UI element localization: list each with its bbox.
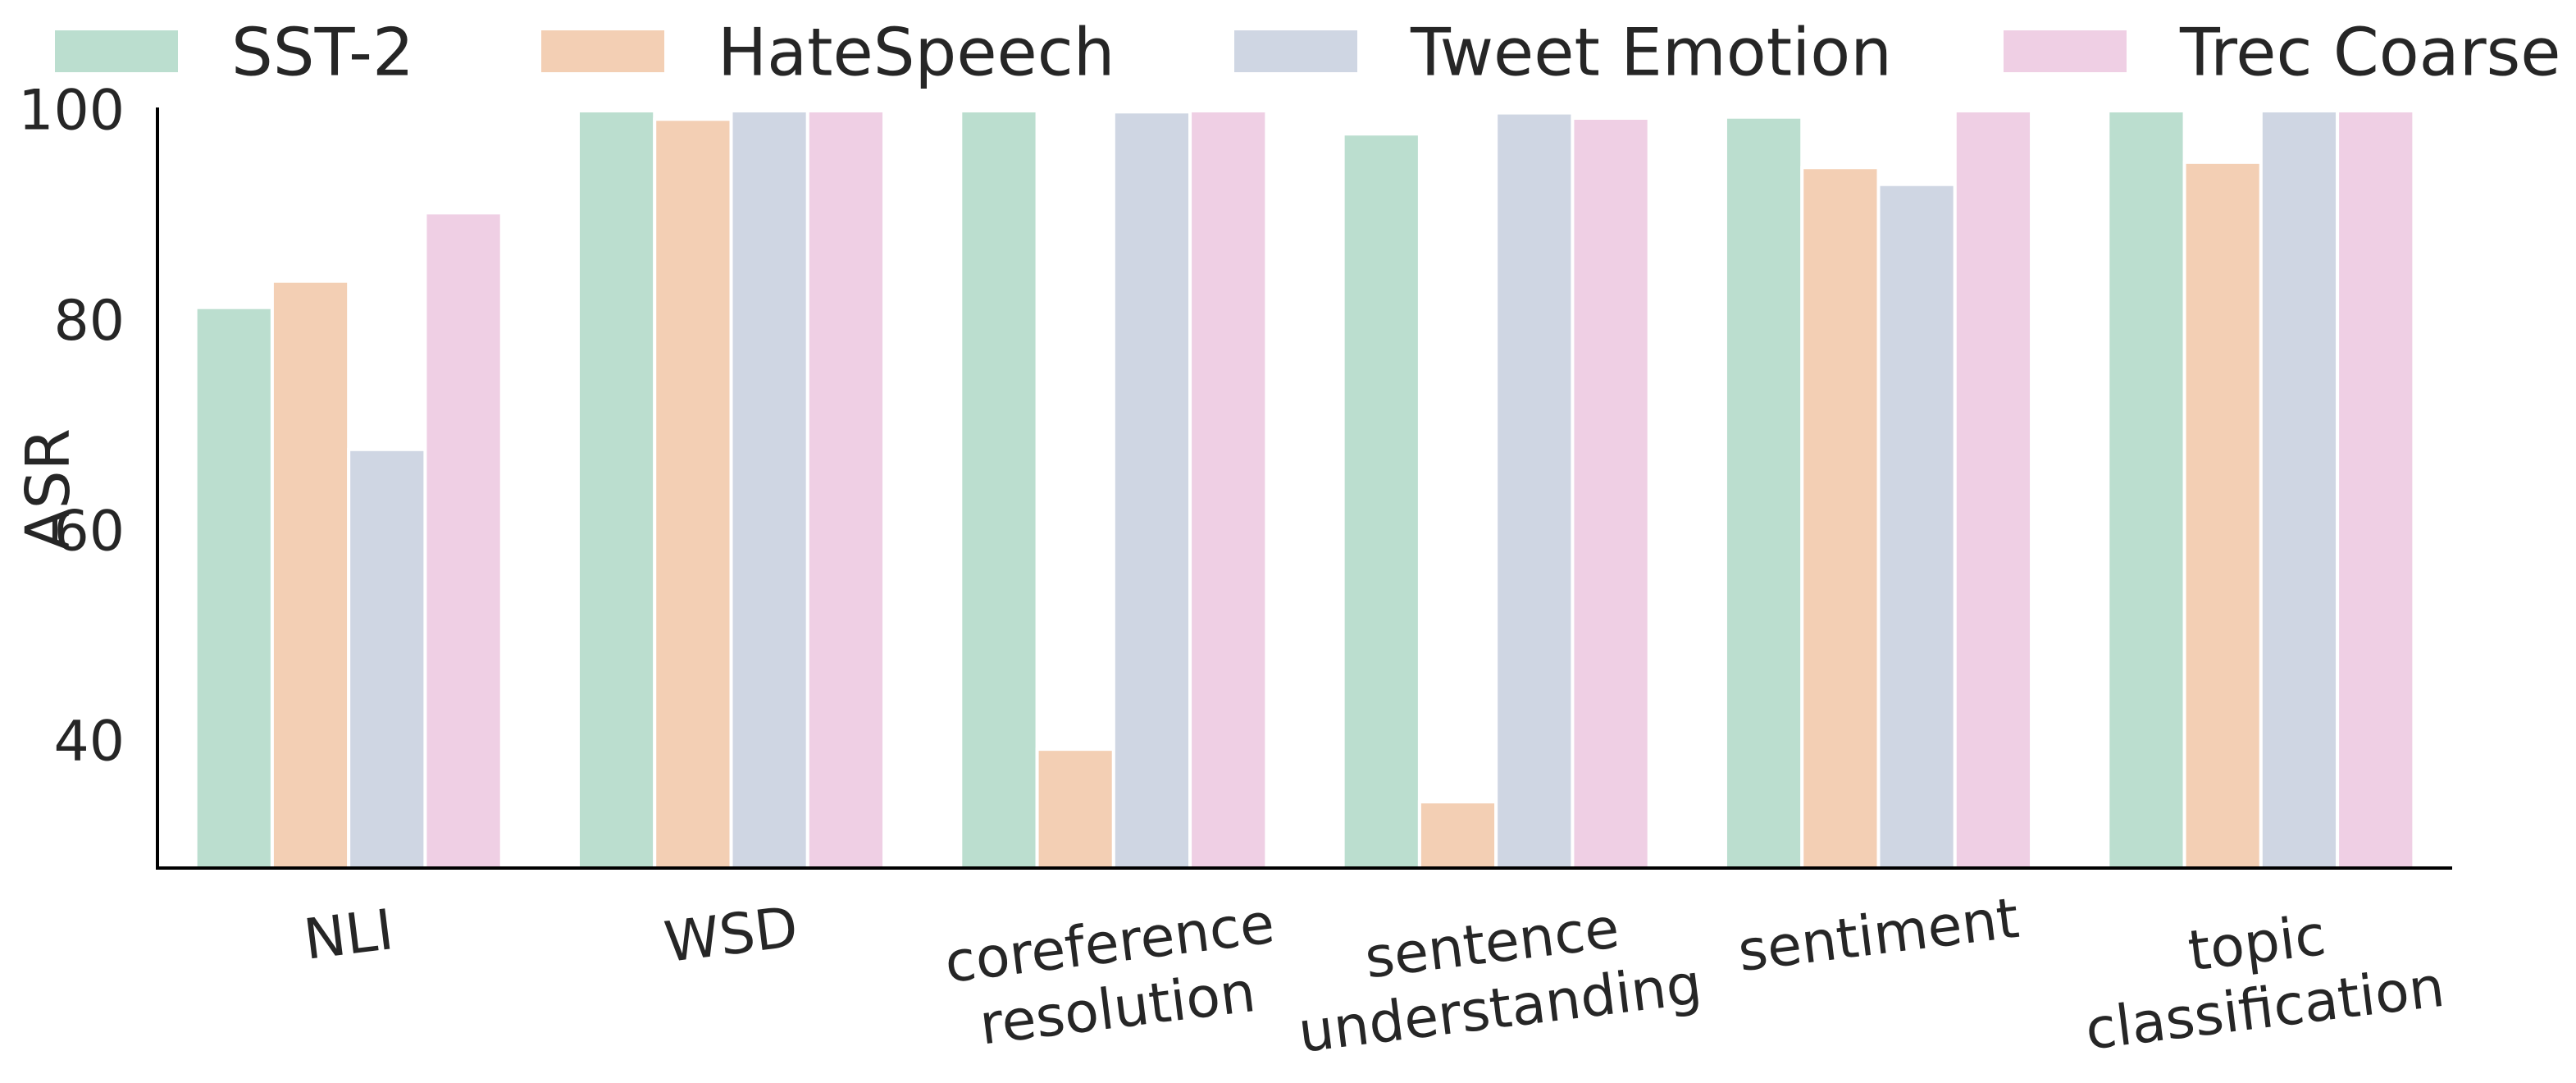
legend: SST-2 HateSpeech Tweet Emotion Trec Coarse: [55, 15, 2561, 91]
bar-sst-2-4: [1723, 115, 1804, 871]
bar-trec-coarse-4: [1953, 109, 2034, 870]
bar-trec-coarse-3: [1571, 116, 1651, 870]
bar-sst-2-5: [2106, 109, 2186, 870]
legend-item: SST-2: [55, 15, 414, 91]
bar-hatespeech-4: [1800, 166, 1881, 871]
bar-trec-coarse-1: [805, 109, 887, 870]
bar-tweet-emotion-1: [729, 109, 809, 870]
y-tick-label: 80: [53, 289, 125, 354]
y-tick-label: 100: [18, 79, 125, 144]
bar-tweet-emotion-4: [1876, 182, 1957, 871]
legend-item: HateSpeech: [541, 15, 1115, 91]
bar-trec-coarse-0: [423, 211, 504, 870]
bar-hatespeech-3: [1417, 800, 1498, 870]
bar-hatespeech-1: [653, 117, 733, 870]
bar-tweet-emotion-3: [1494, 111, 1575, 870]
y-tick-label: 60: [53, 499, 125, 564]
x-category-label: sentenceunderstanding: [1287, 887, 1705, 1066]
legend-swatch: [541, 30, 664, 72]
bars: [194, 109, 2416, 871]
legend-item: Trec Coarse: [2004, 15, 2561, 91]
legend-swatch: [1234, 30, 1357, 72]
bar-sst-2-1: [576, 109, 657, 870]
x-category-label: sentiment: [1735, 886, 2022, 985]
legend-label: SST-2: [231, 15, 414, 91]
y-axis-label: ASR: [13, 428, 84, 551]
x-category-label: WSD: [661, 895, 801, 976]
bar-tweet-emotion-0: [347, 447, 427, 871]
bar-trec-coarse-2: [1188, 109, 1269, 870]
legend-label: HateSpeech: [718, 15, 1115, 91]
legend-item: Tweet Emotion: [1234, 15, 1892, 91]
bar-trec-coarse-5: [2336, 109, 2416, 870]
bar-hatespeech-2: [1035, 747, 1115, 870]
bar-sst-2-3: [1341, 132, 1421, 871]
bar-hatespeech-0: [270, 279, 351, 870]
x-category-label: topicclassification: [2074, 889, 2448, 1062]
legend-label: Tweet Emotion: [1410, 15, 1892, 91]
y-tick-label: 40: [53, 710, 125, 775]
bar-sst-2-2: [959, 109, 1039, 870]
y-axis-ticks: 40 60 80 100: [18, 79, 125, 775]
bar-tweet-emotion-2: [1111, 110, 1192, 871]
x-category-label: NLI: [300, 898, 397, 973]
legend-label: Trec Coarse: [2179, 15, 2561, 91]
legend-swatch: [2004, 30, 2127, 72]
bar-sst-2-0: [194, 305, 274, 870]
x-axis-category-labels: NLI WSD coreferenceresolutionsentenceunder…: [300, 886, 2447, 1066]
bar-hatespeech-5: [2182, 160, 2263, 870]
bar-tweet-emotion-5: [2259, 109, 2340, 870]
legend-swatch: [55, 30, 178, 72]
x-category-label: coreferenceresolution: [941, 891, 1286, 1061]
